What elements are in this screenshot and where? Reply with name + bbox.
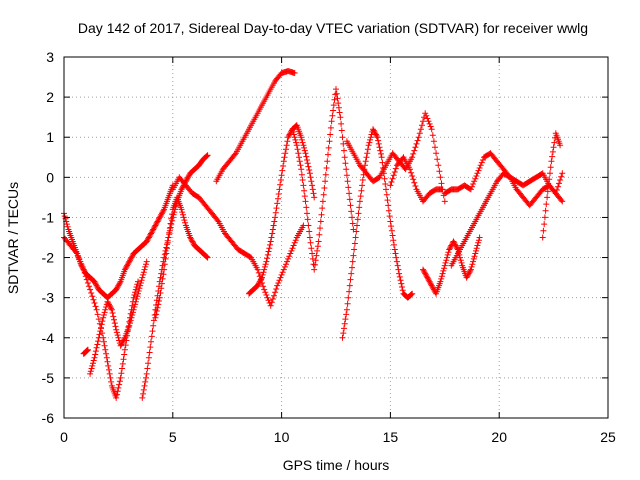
series-sat-track-16 bbox=[539, 130, 564, 241]
y-tick-label: 0 bbox=[46, 169, 54, 185]
data-point-markers bbox=[420, 234, 483, 297]
y-tick-label: 2 bbox=[46, 89, 54, 105]
series-sat-track-3 bbox=[87, 258, 150, 377]
data-points bbox=[61, 68, 566, 401]
data-point-markers bbox=[539, 130, 564, 241]
x-tick-label: 10 bbox=[274, 429, 290, 445]
data-point-markers bbox=[339, 126, 416, 341]
series-sat-track-4 bbox=[80, 346, 91, 357]
series-sat-track-11 bbox=[339, 126, 416, 341]
x-tick-label: 5 bbox=[169, 429, 177, 445]
x-tick-label: 0 bbox=[60, 429, 68, 445]
data-point-markers bbox=[169, 174, 307, 309]
x-tick-label: 25 bbox=[600, 429, 616, 445]
data-point-markers bbox=[387, 154, 446, 205]
chart-title: Day 142 of 2017, Sidereal Day-to-day VTE… bbox=[78, 20, 588, 36]
grid bbox=[64, 57, 608, 418]
y-axis-label: SDTVAR / TECUs bbox=[5, 182, 21, 294]
data-point-markers bbox=[289, 86, 357, 273]
data-point-markers bbox=[80, 346, 91, 357]
data-point-markers bbox=[343, 110, 448, 205]
data-point-markers bbox=[213, 68, 298, 185]
series-sat-track-13 bbox=[420, 234, 483, 297]
y-tick-label: -1 bbox=[42, 209, 55, 225]
series-sat-track-10 bbox=[289, 86, 357, 273]
y-tick-label: -4 bbox=[42, 330, 55, 346]
y-tick-label: -2 bbox=[42, 250, 55, 266]
series-sat-track-1 bbox=[61, 182, 176, 301]
series-sat-track-12 bbox=[343, 110, 448, 205]
data-point-markers bbox=[448, 170, 566, 269]
y-tick-labels: -6 -5 -4 -3 -2 -1 0 1 2 3 bbox=[42, 49, 55, 426]
x-axis-label: GPS time / hours bbox=[283, 457, 390, 473]
data-point-markers bbox=[87, 258, 150, 377]
y-tick-label: -3 bbox=[42, 290, 55, 306]
y-tick-label: -5 bbox=[42, 370, 55, 386]
series-sat-track-15 bbox=[448, 170, 566, 269]
y-tick-label: -6 bbox=[42, 410, 55, 426]
y-tick-label: 1 bbox=[46, 129, 54, 145]
series-sat-track-7 bbox=[169, 174, 307, 309]
x-tick-label: 15 bbox=[383, 429, 399, 445]
axis-ticks bbox=[63, 56, 609, 419]
y-tick-label: 3 bbox=[46, 49, 54, 65]
data-point-markers bbox=[152, 194, 211, 321]
series-sat-track-17 bbox=[387, 154, 446, 205]
plot-frame bbox=[63, 56, 609, 419]
data-point-markers bbox=[61, 182, 176, 301]
series-sat-track-6 bbox=[152, 194, 211, 321]
series-sat-track-8 bbox=[213, 68, 298, 185]
x-tick-labels: 0 5 10 15 20 25 bbox=[60, 429, 616, 445]
x-tick-label: 20 bbox=[491, 429, 507, 445]
